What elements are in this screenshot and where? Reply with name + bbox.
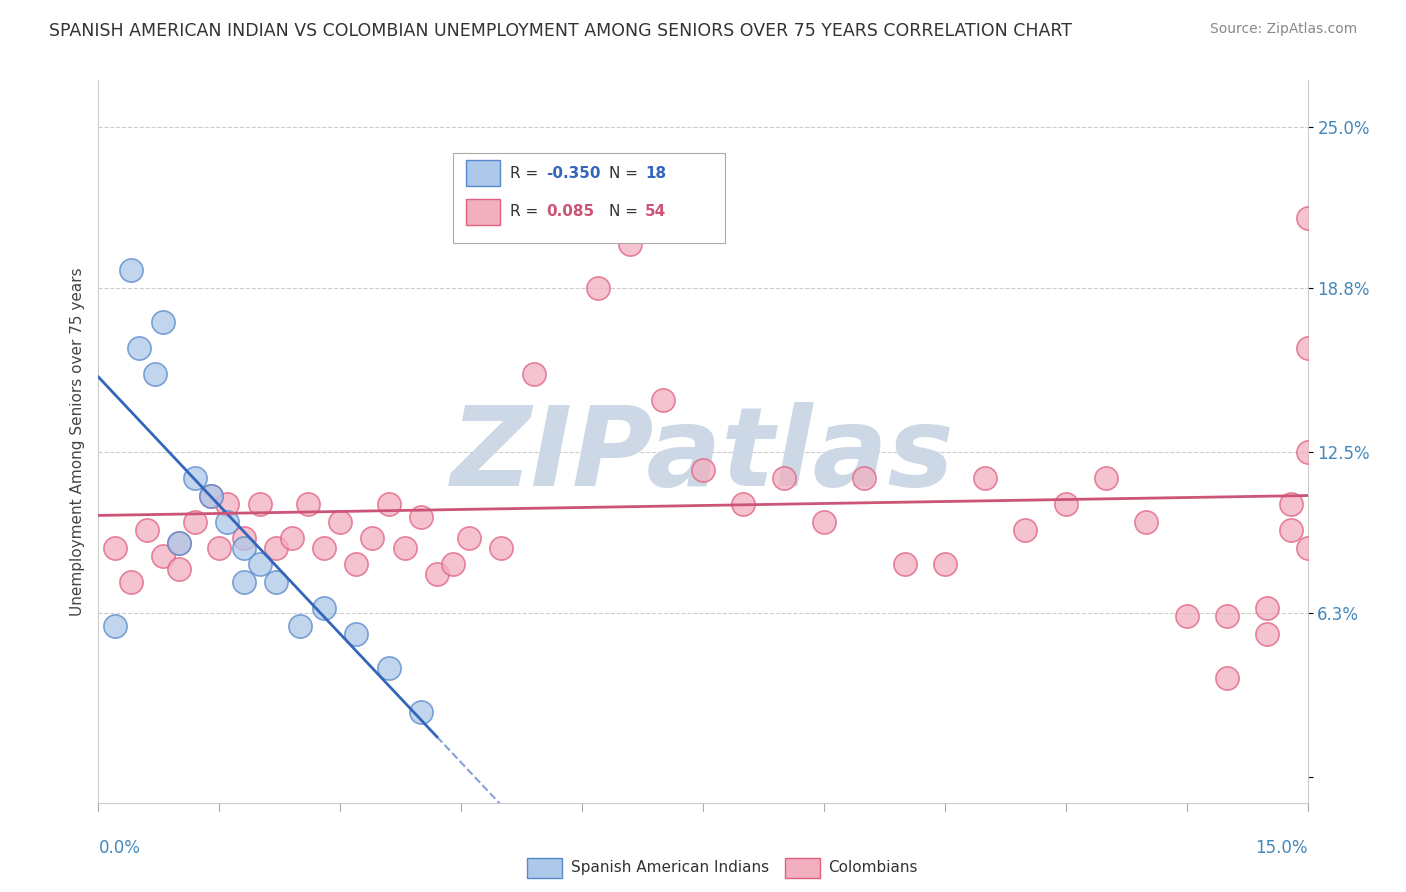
Text: -0.350: -0.350 <box>546 166 600 181</box>
Point <box>893 557 915 571</box>
Point <box>249 557 271 571</box>
Point <box>1281 523 1303 537</box>
Point <box>934 557 956 571</box>
Point <box>120 263 142 277</box>
Point <box>281 531 304 545</box>
Text: Colombians: Colombians <box>828 861 918 875</box>
Point <box>143 367 166 381</box>
Point <box>1054 497 1077 511</box>
Point <box>361 531 384 545</box>
Y-axis label: Unemployment Among Seniors over 75 years: Unemployment Among Seniors over 75 years <box>69 268 84 615</box>
Point <box>1014 523 1036 537</box>
Point <box>297 497 319 511</box>
Point <box>1296 445 1319 459</box>
Text: R =: R = <box>509 204 543 219</box>
Point <box>264 541 287 555</box>
Point <box>167 536 190 550</box>
Point <box>1256 600 1278 615</box>
FancyBboxPatch shape <box>465 199 501 225</box>
Point <box>135 523 157 537</box>
Point <box>167 536 190 550</box>
Point <box>409 705 432 719</box>
Point <box>394 541 416 555</box>
Point <box>1095 471 1118 485</box>
Point <box>264 574 287 589</box>
Point <box>314 600 336 615</box>
Point <box>200 489 222 503</box>
Point <box>651 392 673 407</box>
Point <box>409 509 432 524</box>
Point <box>249 497 271 511</box>
Point <box>232 574 254 589</box>
Point <box>1216 671 1239 685</box>
Point <box>1281 497 1303 511</box>
FancyBboxPatch shape <box>465 161 501 186</box>
Point <box>772 471 794 485</box>
Text: Source: ZipAtlas.com: Source: ZipAtlas.com <box>1209 22 1357 37</box>
Point <box>217 515 239 529</box>
Point <box>1175 608 1198 623</box>
Point <box>426 567 449 582</box>
Text: N =: N = <box>609 166 643 181</box>
Point <box>441 557 464 571</box>
Point <box>377 497 399 511</box>
Point <box>1296 341 1319 355</box>
Point <box>1216 608 1239 623</box>
Text: ZIPatlas: ZIPatlas <box>451 402 955 509</box>
Point <box>232 531 254 545</box>
Point <box>733 497 755 511</box>
Point <box>619 237 641 252</box>
Point <box>974 471 997 485</box>
Point <box>217 497 239 511</box>
Point <box>152 315 174 329</box>
Point <box>200 489 222 503</box>
Point <box>208 541 231 555</box>
Point <box>586 281 609 295</box>
Text: 0.0%: 0.0% <box>98 838 141 857</box>
Point <box>853 471 876 485</box>
Point <box>1296 211 1319 225</box>
Point <box>1256 627 1278 641</box>
Point <box>128 341 150 355</box>
Point <box>1296 541 1319 555</box>
Text: 0.085: 0.085 <box>546 204 593 219</box>
Point <box>1135 515 1157 529</box>
Point <box>491 541 513 555</box>
Text: Spanish American Indians: Spanish American Indians <box>571 861 769 875</box>
Point <box>288 619 311 633</box>
Text: N =: N = <box>609 204 643 219</box>
Text: SPANISH AMERICAN INDIAN VS COLOMBIAN UNEMPLOYMENT AMONG SENIORS OVER 75 YEARS CO: SPANISH AMERICAN INDIAN VS COLOMBIAN UNE… <box>49 22 1073 40</box>
Text: 18: 18 <box>645 166 666 181</box>
Text: R =: R = <box>509 166 543 181</box>
Point <box>692 463 714 477</box>
Point <box>103 619 125 633</box>
Point <box>152 549 174 563</box>
Point <box>555 185 578 199</box>
Point <box>167 562 190 576</box>
Text: 54: 54 <box>645 204 666 219</box>
Point <box>813 515 835 529</box>
Point <box>184 471 207 485</box>
Point <box>103 541 125 555</box>
Point <box>523 367 546 381</box>
Point <box>344 627 367 641</box>
Point <box>329 515 352 529</box>
FancyBboxPatch shape <box>453 153 724 243</box>
Point <box>377 660 399 674</box>
Point <box>314 541 336 555</box>
Point <box>458 531 481 545</box>
Point <box>120 574 142 589</box>
Text: 15.0%: 15.0% <box>1256 838 1308 857</box>
Point <box>232 541 254 555</box>
Point <box>184 515 207 529</box>
Point <box>344 557 367 571</box>
